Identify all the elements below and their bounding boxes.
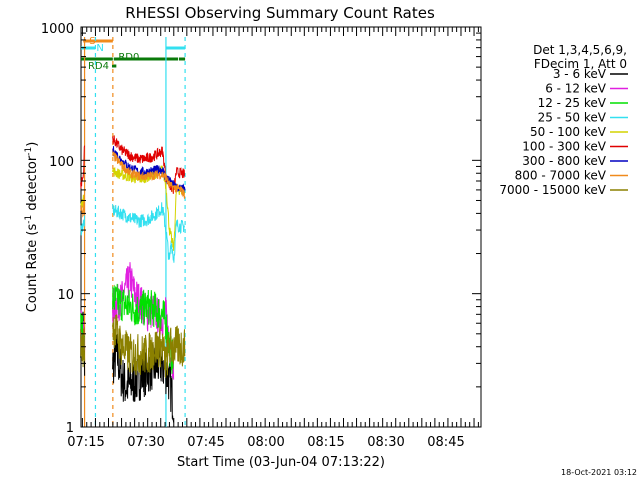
rd0-flag-label: RD0 [118,52,139,63]
y-tick-label: 1 [66,421,74,436]
legend-label: 6 - 12 keV [545,82,607,96]
y-tick-label: 10 [57,288,74,303]
series-line [80,314,186,378]
y-axis: 1 10 100 1000 [41,22,481,436]
y-tick-label: 100 [49,155,74,170]
legend-label: 25 - 50 keV [538,111,607,125]
x-tick-label: 08:45 [427,435,464,450]
legend-label: 100 - 300 keV [522,140,606,154]
legend-label: 800 - 7000 keV [515,169,607,183]
x-axis: 07:15 07:30 07:45 08:00 08:15 08:30 08:4… [67,27,479,450]
rd4-flag-label: RD4 [88,61,109,72]
legend-label: 7000 - 15000 keV [499,183,606,197]
saa-flag-label: S [89,36,95,47]
x-tick-label: 07:45 [187,435,224,450]
x-tick-label: 07:30 [127,435,164,450]
x-axis-label: Start Time (03-Jun-04 07:13:22) [177,455,385,470]
chart-title: RHESSI Observing Summary Count Rates [125,4,435,22]
legend-label: 50 - 100 keV [530,125,607,139]
footer-date: 18-Oct-2021 03:12 [561,468,637,477]
legend-label: 300 - 800 keV [522,154,606,168]
x-tick-label: 08:30 [367,435,404,450]
legend-label: 12 - 25 keV [538,96,607,110]
x-tick-label: 08:15 [307,435,344,450]
night-flag-label: N [96,43,103,54]
x-ticks [81,27,479,427]
x-tick-label: 08:00 [247,435,284,450]
legend-header: Det 1,3,4,5,6,9, [533,43,627,57]
observing-flags: SN RD4 RD0 [81,36,186,72]
y-axis-label: Count Rate (s-1 detector-1) [24,142,40,313]
x-tick-label: 07:15 [67,435,104,450]
legend: Det 1,3,4,5,6,9, FDecim 1, Att 0 3 - 6 k… [499,43,628,197]
series-lines [80,135,186,423]
y-tick-label: 1000 [41,22,74,37]
legend-header: FDecim 1, Att 0 [534,57,627,71]
legend-label: 3 - 6 keV [553,67,607,81]
